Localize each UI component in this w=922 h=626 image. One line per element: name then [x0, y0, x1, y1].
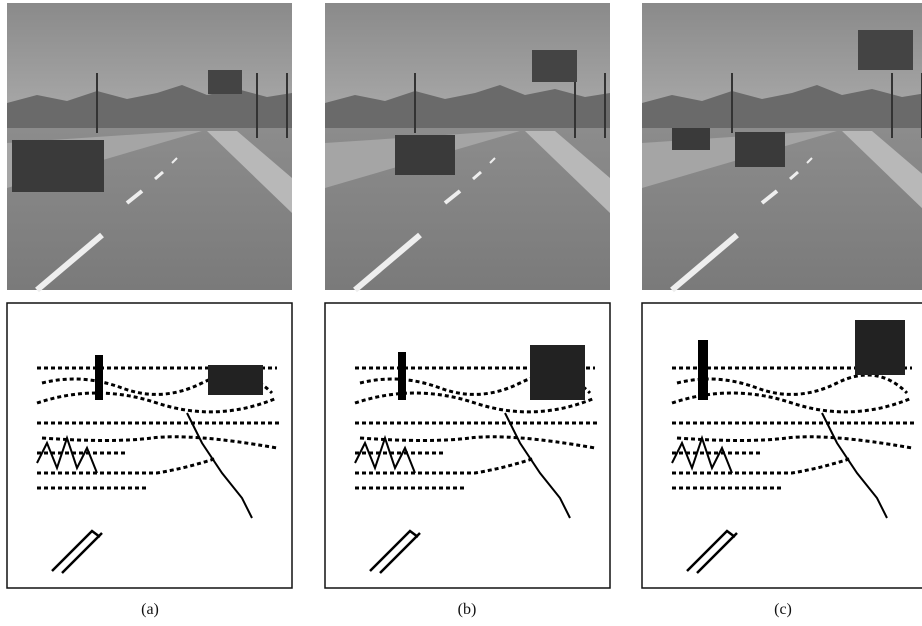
edge-pole: [398, 352, 406, 400]
edge-sign: [530, 345, 585, 400]
road-sign: [532, 50, 577, 82]
car: [395, 135, 455, 175]
edge-sign: [208, 365, 263, 395]
car: [735, 132, 785, 167]
road-photo: [325, 3, 610, 290]
page: (a) (b) (c) (() => { const data = JSON.p…: [0, 0, 922, 626]
panel-b: (b): [325, 3, 610, 618]
car: [672, 128, 710, 150]
panel-a: (a): [7, 3, 292, 618]
panel-label: (c): [774, 601, 792, 618]
edge-sign: [855, 320, 905, 375]
edge-map: [7, 303, 292, 588]
panel-label: (a): [141, 601, 159, 618]
car: [12, 140, 104, 192]
road-sign: [208, 70, 242, 94]
edge-pole: [698, 340, 708, 400]
panel-label: (b): [458, 601, 477, 618]
edge-pole: [95, 355, 103, 400]
panel-c: (c): [642, 3, 922, 618]
figure: (a) (b) (c): [0, 0, 922, 626]
road-sign: [858, 30, 913, 70]
